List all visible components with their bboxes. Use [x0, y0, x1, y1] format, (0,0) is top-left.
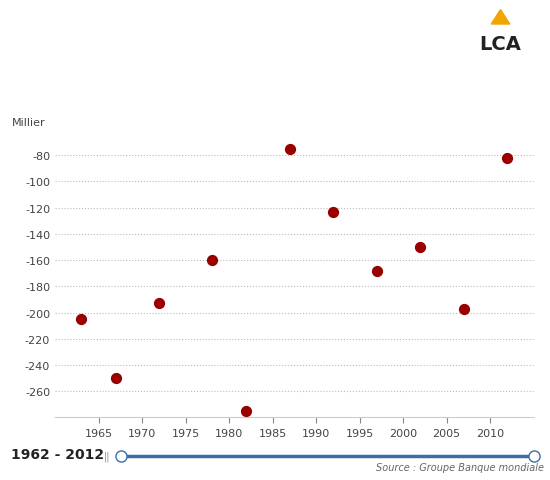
Text: Source : Groupe Banque mondiale: Source : Groupe Banque mondiale — [377, 462, 544, 471]
Text: 1962 - 2012: 1962 - 2012 — [11, 446, 104, 461]
Point — [242, 407, 251, 415]
Point — [207, 257, 216, 264]
Text: Cuba: Cuba — [8, 56, 51, 73]
Point — [285, 145, 294, 153]
Point — [372, 267, 381, 275]
Text: LCA: LCA — [480, 35, 521, 54]
Point — [416, 243, 425, 251]
Text: ||: || — [103, 451, 110, 461]
Point — [503, 155, 512, 162]
Point — [76, 315, 85, 323]
Text: Millier: Millier — [12, 118, 46, 128]
Text: Migration nette: Migration nette — [8, 23, 180, 42]
Polygon shape — [491, 11, 510, 25]
Point — [329, 208, 338, 216]
Point — [155, 300, 164, 308]
Point — [459, 305, 468, 313]
Point — [112, 374, 120, 382]
